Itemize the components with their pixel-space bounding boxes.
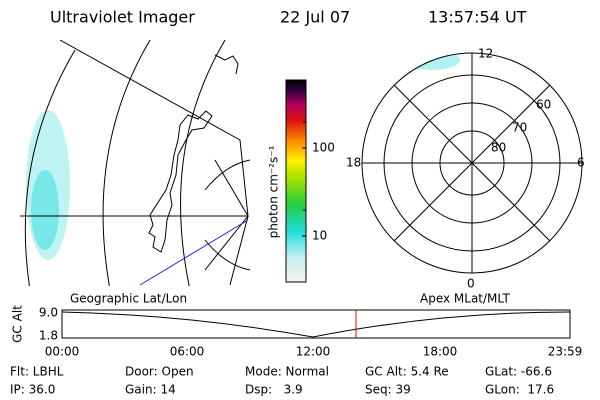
- date: 22 Jul 07: [280, 8, 350, 27]
- mlt-label: 12: [478, 47, 493, 61]
- timeline-x-tick: 00:00: [45, 345, 80, 359]
- coastline: [214, 54, 239, 75]
- timeline-left-label: Geographic Lat/Lon: [70, 292, 187, 306]
- lat-label: 60: [536, 98, 551, 112]
- aurora: [31, 170, 59, 250]
- timeline-x-tick: 18:00: [423, 345, 458, 359]
- status-field: GC Alt: 5.4 Re: [365, 365, 449, 379]
- lat-label: 70: [512, 121, 527, 135]
- timeline-x-tick: 06:00: [170, 345, 205, 359]
- mlt-label: 0: [467, 277, 475, 291]
- status-field: GLat: -66.6: [485, 365, 552, 379]
- colorbar-tick-label: 10: [312, 229, 327, 243]
- timeline-box: [61, 309, 571, 339]
- map-grid: [180, 40, 226, 286]
- time: 13:57:54 UT: [428, 8, 527, 27]
- orbit-line: [139, 219, 249, 286]
- timeline-x-tick: 23:59: [548, 345, 583, 359]
- colorbar-tick-label: 100: [312, 141, 335, 155]
- map-grid: [102, 40, 151, 286]
- map-panel: [20, 40, 251, 286]
- timeline-y-tick: 9.0: [39, 306, 58, 320]
- timeline-right-label: Apex MLat/MLT: [420, 292, 510, 306]
- mlt-label: 18: [346, 156, 361, 170]
- lat-label: 80: [491, 141, 506, 155]
- status-field: IP: 36.0: [10, 383, 55, 397]
- timeline-y-label: GC Alt: [11, 305, 25, 343]
- polar-panel: [361, 52, 583, 274]
- status-field: Mode: Normal: [245, 365, 329, 379]
- timeline-y-tick: 1.8: [39, 329, 58, 343]
- map-grid: [59, 40, 249, 217]
- colorbar-ticks: [302, 121, 306, 237]
- status-field: Dsp: 3.9: [245, 383, 303, 397]
- mlt-label: 6: [577, 156, 585, 170]
- altitude-curve: [61, 311, 571, 338]
- coastline: [148, 110, 213, 253]
- colorbar: [285, 79, 307, 283]
- status-field: Door: Open: [125, 365, 194, 379]
- status-field: GLon: 17.6: [485, 383, 554, 397]
- map-grid: [204, 159, 251, 271]
- map-grid: [24, 49, 76, 286]
- timeline-x-tick: 12:00: [296, 345, 331, 359]
- footer: Flt: LBHL Door: Open Mode: Normal GC Alt: 5…: [10, 365, 554, 397]
- status-field: Seq: 39: [365, 383, 411, 397]
- aurora: [400, 53, 460, 70]
- colorbar-label: photon cm⁻²s⁻¹: [267, 145, 281, 238]
- title: Ultraviolet Imager: [50, 8, 195, 27]
- status-field: Gain: 14: [125, 383, 176, 397]
- status-field: Flt: LBHL: [10, 365, 64, 379]
